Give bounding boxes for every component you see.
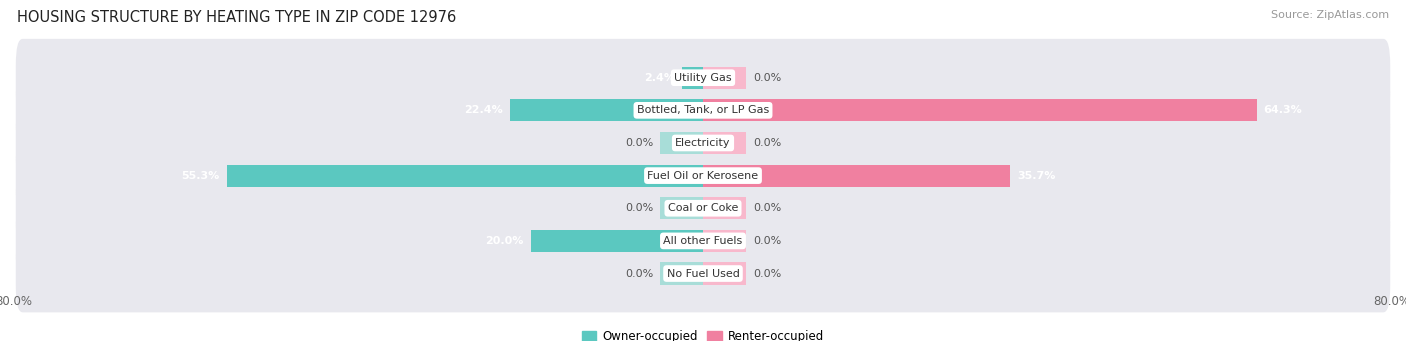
Text: 0.0%: 0.0% [754, 203, 782, 213]
FancyBboxPatch shape [15, 137, 1391, 214]
Text: 35.7%: 35.7% [1018, 170, 1056, 181]
FancyBboxPatch shape [15, 202, 1391, 280]
Text: Utility Gas: Utility Gas [675, 73, 731, 83]
FancyBboxPatch shape [15, 235, 1391, 312]
Text: 0.0%: 0.0% [754, 236, 782, 246]
Bar [226, 164, 703, 187]
Text: 0.0%: 0.0% [754, 268, 782, 279]
Text: 20.0%: 20.0% [485, 236, 524, 246]
Bar [703, 99, 1257, 121]
Text: Coal or Coke: Coal or Coke [668, 203, 738, 213]
Text: Source: ZipAtlas.com: Source: ZipAtlas.com [1271, 10, 1389, 20]
Text: No Fuel Used: No Fuel Used [666, 268, 740, 279]
Text: 0.0%: 0.0% [624, 203, 652, 213]
Text: 0.0%: 0.0% [624, 268, 652, 279]
Text: Electricity: Electricity [675, 138, 731, 148]
Text: Fuel Oil or Kerosene: Fuel Oil or Kerosene [647, 170, 759, 181]
Bar [703, 197, 747, 219]
FancyBboxPatch shape [15, 169, 1391, 247]
Legend: Owner-occupied, Renter-occupied: Owner-occupied, Renter-occupied [578, 325, 828, 341]
Bar [703, 132, 747, 154]
FancyBboxPatch shape [15, 39, 1391, 117]
Bar [659, 132, 703, 154]
Bar [703, 66, 747, 89]
Bar [510, 99, 703, 121]
Bar [659, 197, 703, 219]
Text: 2.4%: 2.4% [644, 73, 675, 83]
Bar [682, 66, 703, 89]
Bar [703, 230, 747, 252]
Text: HOUSING STRUCTURE BY HEATING TYPE IN ZIP CODE 12976: HOUSING STRUCTURE BY HEATING TYPE IN ZIP… [17, 10, 456, 25]
Text: 0.0%: 0.0% [624, 138, 652, 148]
Text: All other Fuels: All other Fuels [664, 236, 742, 246]
Text: Bottled, Tank, or LP Gas: Bottled, Tank, or LP Gas [637, 105, 769, 115]
Bar [703, 164, 1011, 187]
Bar [703, 263, 747, 285]
FancyBboxPatch shape [15, 104, 1391, 182]
FancyBboxPatch shape [15, 72, 1391, 149]
Text: 0.0%: 0.0% [754, 138, 782, 148]
Bar [659, 263, 703, 285]
Text: 55.3%: 55.3% [181, 170, 219, 181]
Bar [531, 230, 703, 252]
Text: 22.4%: 22.4% [464, 105, 503, 115]
Text: 64.3%: 64.3% [1264, 105, 1302, 115]
Text: 0.0%: 0.0% [754, 73, 782, 83]
